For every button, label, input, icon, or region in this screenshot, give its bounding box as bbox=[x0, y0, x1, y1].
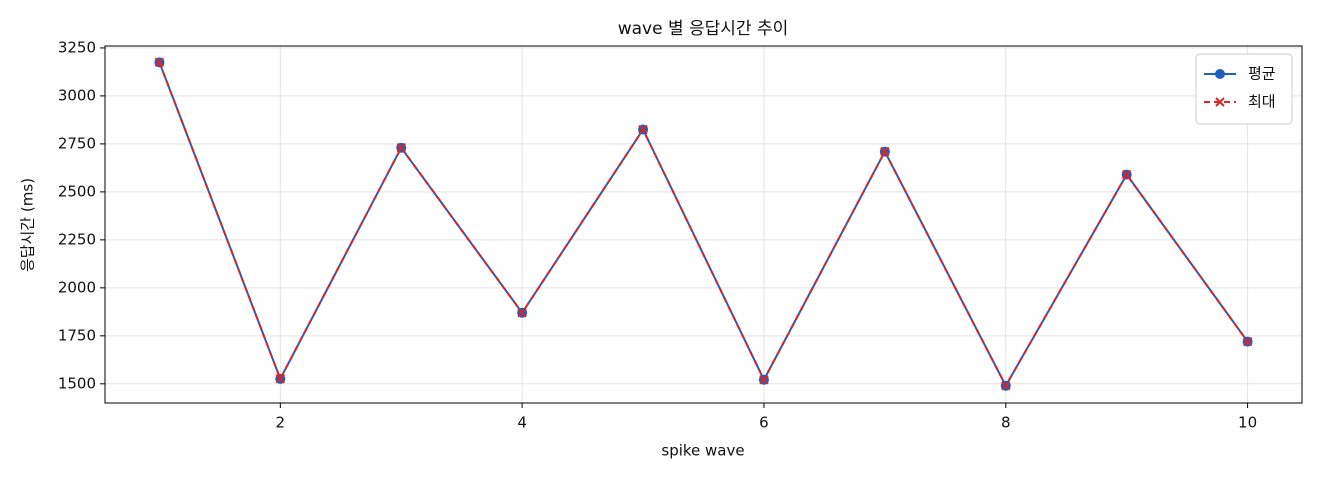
marker bbox=[1215, 69, 1225, 79]
marker-stroke bbox=[1121, 169, 1132, 180]
marker-stroke bbox=[1215, 97, 1225, 107]
marker-stroke bbox=[275, 374, 286, 384]
marker bbox=[759, 375, 769, 385]
marker bbox=[396, 143, 406, 153]
y-tick-label: 2000 bbox=[58, 278, 96, 296]
marker-stroke bbox=[880, 146, 890, 157]
marker-stroke bbox=[759, 375, 769, 385]
marker bbox=[517, 308, 527, 318]
y-tick-label: 1500 bbox=[58, 374, 96, 392]
y-tick-label: 2750 bbox=[58, 134, 96, 152]
x-tick-label: 6 bbox=[759, 414, 769, 432]
y-axis-label: 응답시간 (ms) bbox=[19, 178, 37, 272]
marker-stroke bbox=[1242, 336, 1253, 347]
y-tick-label: 3000 bbox=[58, 86, 96, 104]
marker-stroke bbox=[517, 308, 527, 318]
y-tick-label: 2250 bbox=[58, 230, 96, 248]
marker-stroke bbox=[396, 143, 406, 153]
marker bbox=[1121, 169, 1132, 180]
series-line bbox=[158, 61, 1249, 388]
y-tick-label: 2500 bbox=[58, 182, 96, 200]
marker-stroke bbox=[154, 57, 165, 68]
x-axis-label: spike wave bbox=[661, 442, 744, 460]
marker bbox=[154, 57, 165, 68]
marker-stroke bbox=[638, 124, 648, 135]
marker bbox=[638, 124, 648, 135]
plot-frame bbox=[104, 45, 1303, 404]
legend-box bbox=[1195, 53, 1293, 125]
y-tick-label: 1750 bbox=[58, 326, 96, 344]
legend-label: 최대 bbox=[1248, 93, 1276, 111]
x-tick-label: 2 bbox=[276, 414, 286, 432]
x-tick-label: 4 bbox=[517, 414, 527, 432]
marker bbox=[1001, 381, 1011, 391]
x-tick-label: 10 bbox=[1238, 414, 1257, 432]
x-tick-label: 8 bbox=[1001, 414, 1011, 432]
legend-label: 평균 bbox=[1248, 65, 1276, 83]
chart-title: wave 별 응답시간 추이 bbox=[618, 19, 789, 39]
y-tick-label: 3250 bbox=[58, 38, 96, 56]
marker bbox=[1242, 336, 1253, 347]
marker bbox=[880, 146, 890, 157]
series-line bbox=[158, 61, 1249, 388]
marker bbox=[1215, 97, 1225, 107]
marker bbox=[275, 374, 286, 384]
marker-stroke bbox=[1001, 381, 1011, 391]
